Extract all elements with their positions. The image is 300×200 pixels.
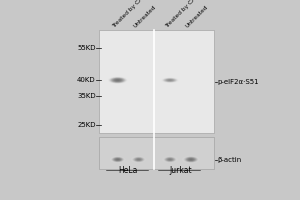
Ellipse shape — [135, 158, 142, 161]
Ellipse shape — [132, 157, 145, 162]
Ellipse shape — [116, 159, 119, 160]
Ellipse shape — [136, 158, 142, 161]
Ellipse shape — [167, 158, 173, 161]
Ellipse shape — [137, 159, 140, 160]
Ellipse shape — [183, 156, 199, 163]
Text: 55KD: 55KD — [77, 45, 96, 51]
Ellipse shape — [110, 77, 125, 83]
Ellipse shape — [117, 159, 118, 160]
Ellipse shape — [115, 158, 121, 161]
Bar — [99, 30, 214, 133]
Ellipse shape — [113, 158, 122, 161]
Ellipse shape — [136, 159, 141, 160]
Ellipse shape — [184, 156, 198, 163]
Ellipse shape — [167, 79, 173, 81]
Ellipse shape — [111, 78, 124, 83]
Ellipse shape — [169, 159, 172, 160]
Ellipse shape — [185, 157, 197, 162]
Ellipse shape — [109, 77, 126, 83]
Ellipse shape — [186, 157, 196, 162]
Ellipse shape — [168, 159, 172, 160]
Ellipse shape — [187, 158, 195, 161]
Ellipse shape — [134, 157, 144, 162]
Text: Jurkat: Jurkat — [169, 166, 192, 175]
Ellipse shape — [138, 159, 140, 160]
Ellipse shape — [190, 159, 192, 160]
Ellipse shape — [188, 158, 194, 161]
Ellipse shape — [134, 158, 143, 161]
Ellipse shape — [107, 76, 128, 84]
Ellipse shape — [167, 158, 174, 161]
Ellipse shape — [112, 78, 124, 82]
Ellipse shape — [111, 157, 124, 162]
Text: Treated by CA: Treated by CA — [164, 0, 197, 29]
Text: Untreated: Untreated — [185, 4, 209, 29]
Ellipse shape — [130, 156, 147, 163]
Ellipse shape — [161, 78, 179, 83]
Ellipse shape — [188, 158, 194, 161]
Ellipse shape — [165, 157, 175, 162]
Ellipse shape — [116, 80, 120, 81]
Ellipse shape — [189, 159, 193, 160]
Ellipse shape — [110, 156, 126, 163]
Ellipse shape — [112, 157, 124, 162]
Text: Treated by CA: Treated by CA — [112, 0, 145, 29]
Ellipse shape — [116, 159, 120, 160]
Ellipse shape — [163, 78, 177, 82]
Text: 25KD: 25KD — [77, 122, 96, 128]
Ellipse shape — [110, 156, 125, 163]
Ellipse shape — [164, 157, 177, 162]
Ellipse shape — [167, 79, 172, 81]
Ellipse shape — [131, 156, 146, 163]
Ellipse shape — [184, 157, 197, 162]
Ellipse shape — [115, 79, 121, 81]
Ellipse shape — [163, 156, 177, 163]
Ellipse shape — [160, 77, 180, 83]
Ellipse shape — [117, 80, 119, 81]
Text: 40KD: 40KD — [77, 77, 96, 83]
Text: 35KD: 35KD — [77, 93, 96, 99]
Ellipse shape — [108, 77, 128, 84]
Ellipse shape — [165, 79, 175, 82]
Text: p-eIF2α·S51: p-eIF2α·S51 — [218, 79, 259, 85]
Ellipse shape — [162, 156, 178, 163]
Ellipse shape — [114, 79, 122, 82]
Ellipse shape — [162, 78, 178, 83]
Ellipse shape — [169, 159, 171, 160]
Ellipse shape — [166, 79, 174, 82]
Text: Untreated: Untreated — [133, 4, 157, 29]
Ellipse shape — [164, 78, 176, 82]
Ellipse shape — [133, 157, 145, 162]
Ellipse shape — [164, 157, 176, 162]
Ellipse shape — [182, 156, 200, 163]
Ellipse shape — [112, 157, 123, 162]
Ellipse shape — [113, 78, 123, 82]
Ellipse shape — [166, 158, 174, 161]
Bar — [99, 137, 214, 169]
Text: HeLa: HeLa — [118, 166, 138, 175]
Text: β-actin: β-actin — [218, 157, 242, 163]
Ellipse shape — [168, 80, 172, 81]
Ellipse shape — [114, 158, 121, 161]
